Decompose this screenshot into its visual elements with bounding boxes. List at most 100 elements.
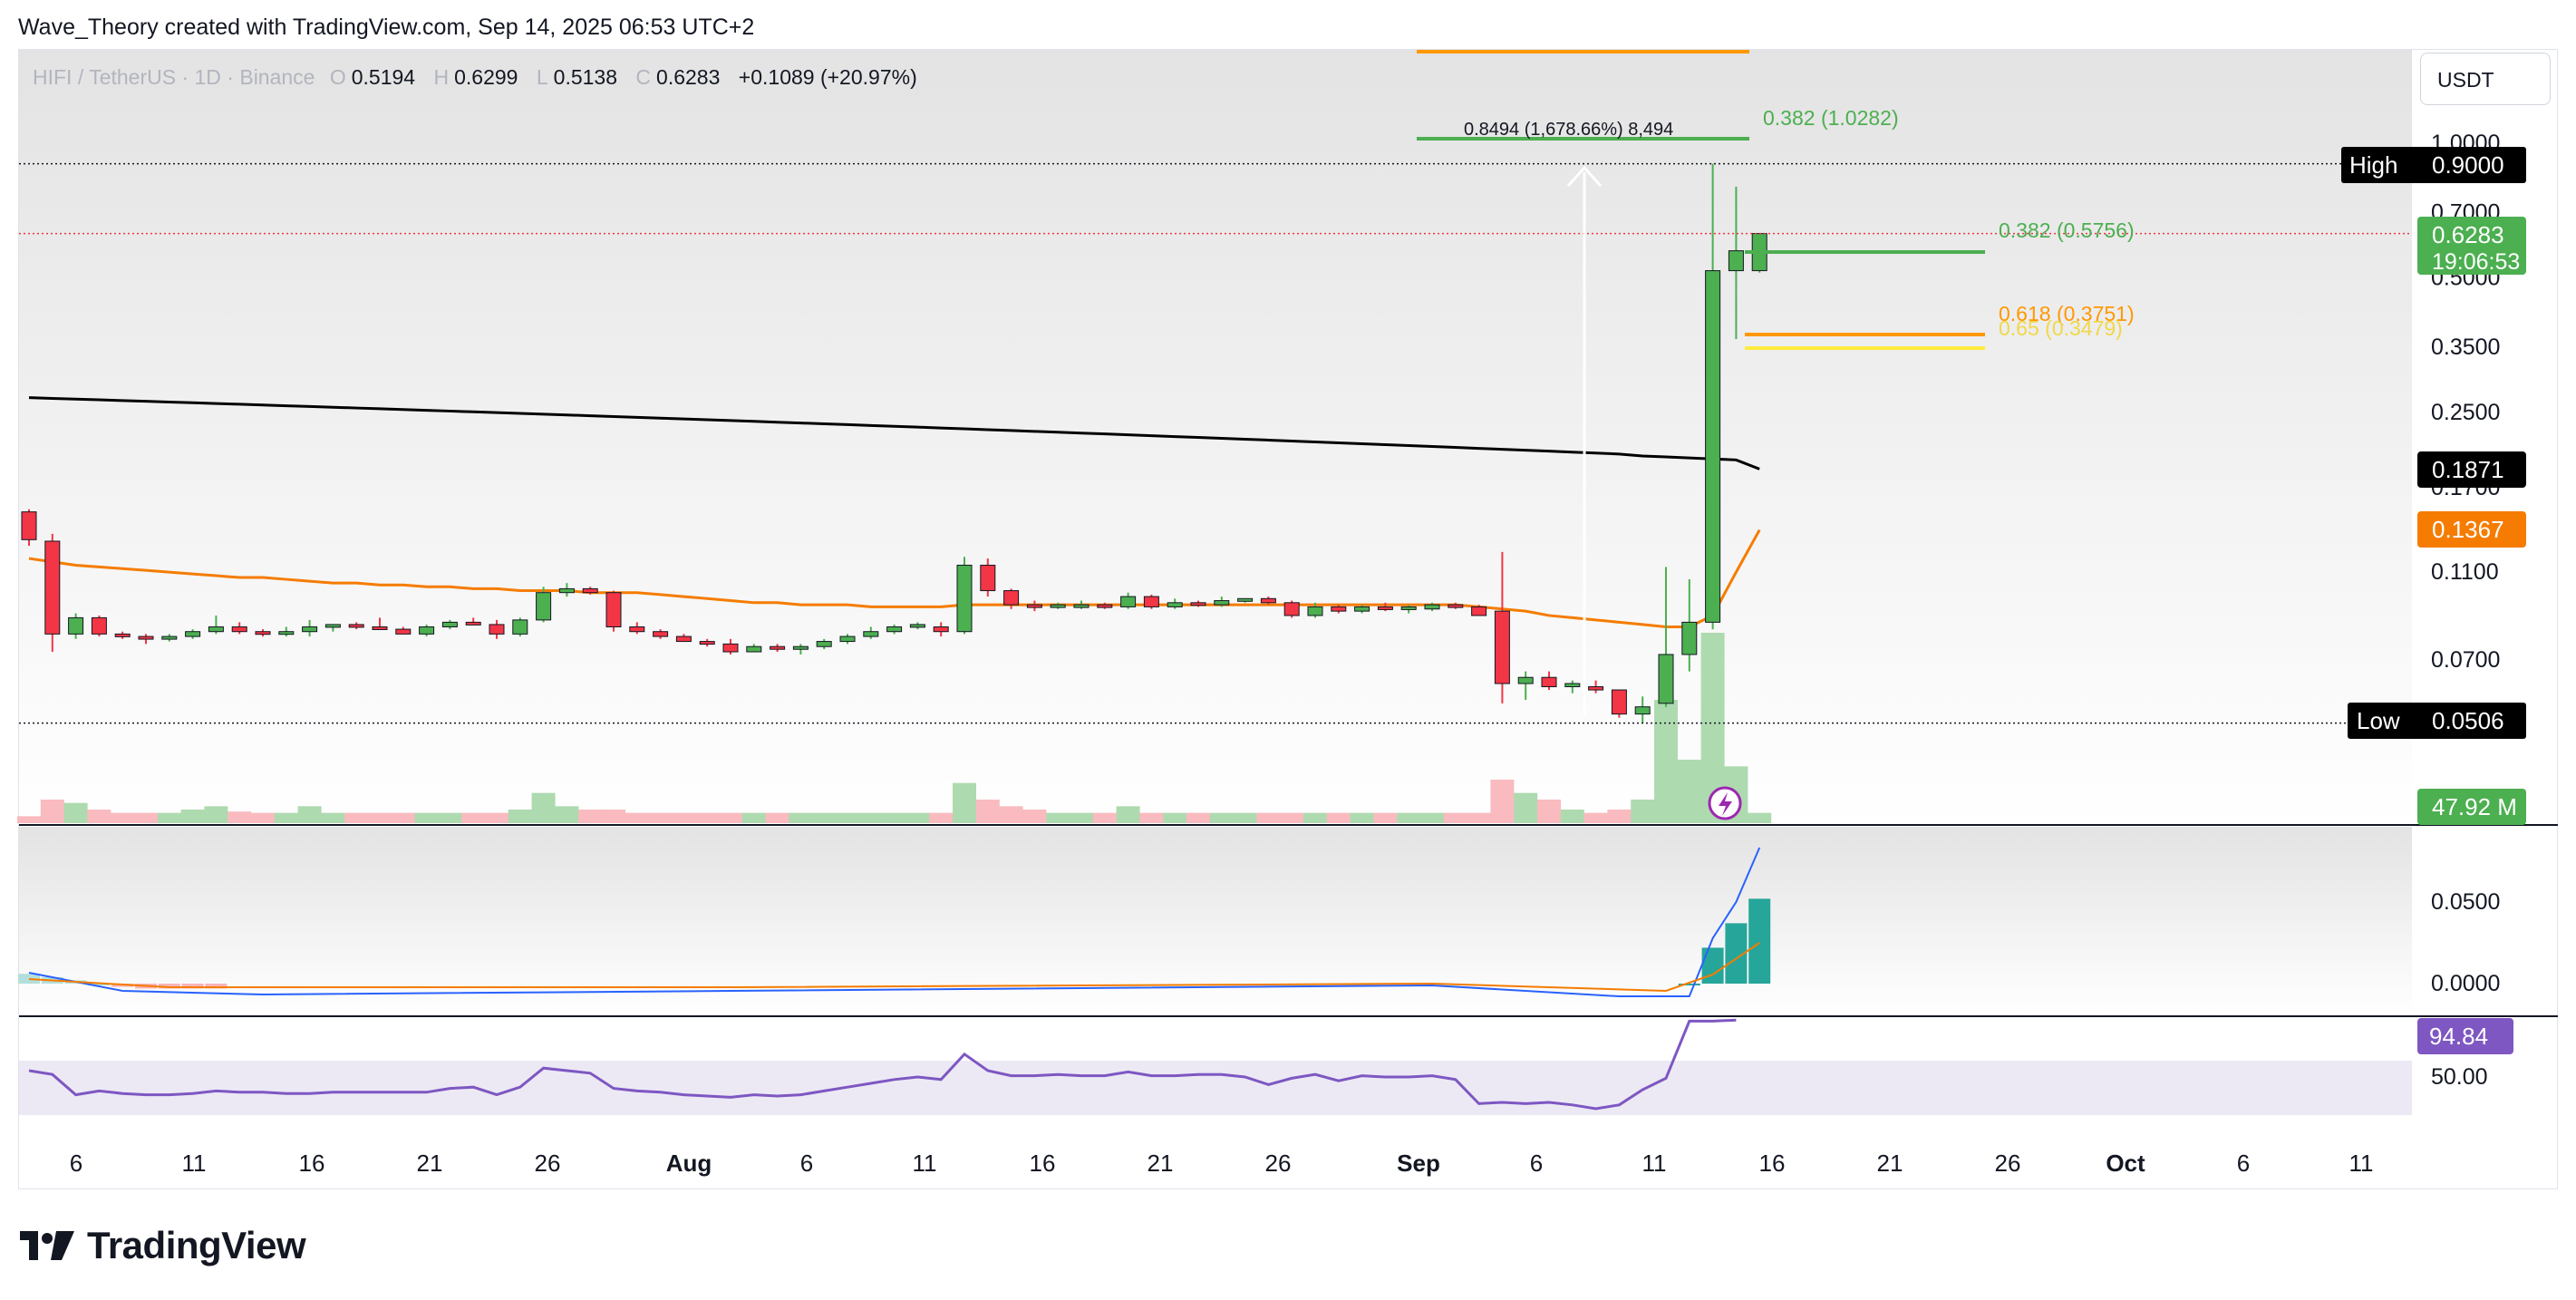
candle-body [675,635,692,643]
price-chart[interactable]: 0.0500 0.0000 50.00 94.84 0.8494 (1,678.66… [0,0,2576,1197]
volume-bar [858,812,883,823]
brand[interactable]: TradingView [18,1224,306,1267]
candle-body [395,628,412,635]
candle-body [419,626,435,635]
rsi-tick: 50.00 [2431,1064,2488,1090]
candle-body [1448,604,1464,608]
candle-body [138,635,154,640]
rsi-value-tag: 94.84 [2429,1023,2488,1050]
candle-body [512,619,528,635]
candle-body [909,624,925,628]
volume-bar [929,812,954,823]
macd-tick: 0.0500 [2431,889,2500,915]
volume-tag-bg [2417,789,2526,825]
volume-bar [17,816,41,823]
fib-label-0-3751: 0.618 (0.3751) [1999,302,2135,325]
time-tick: 6 [1530,1150,1543,1177]
volume-bar [321,812,345,823]
macd-signal-line [28,942,1760,993]
volume-bar [251,812,275,823]
candle-body [956,564,973,633]
volume-bar [1467,812,1491,823]
volume-bar [531,792,556,823]
candle-body [1190,602,1206,606]
candle-body [1728,250,1744,272]
ema-orange-tag-bg [2417,511,2526,548]
fib-label-1-0282: 0.382 (1.0282) [1763,106,1899,130]
volume-bar [695,812,720,823]
time-tick: 26 [1265,1150,1292,1177]
time-tick: 6 [800,1150,813,1177]
currency-button[interactable]: USDT [2420,53,2551,105]
volume-bar [391,812,415,823]
high-value: 0.6299 [454,65,518,89]
symbol-name[interactable]: HIFI / TetherUS · 1D · Binance [33,65,315,89]
volume-tag: 47.92 M [2432,793,2517,820]
candle-body [465,621,481,626]
last-price-tag-countdown: 19:06:53 [2432,249,2520,275]
candle-body [68,616,84,635]
volume-bar [1233,812,1257,823]
time-tick: 6 [2237,1150,2250,1177]
macd-hist-bar [158,984,180,989]
candle-body [1588,685,1604,691]
volume-bar [157,812,181,823]
candle-body [886,626,903,633]
volume-bar [461,812,486,823]
candle-body [1494,610,1510,684]
volume-bar [765,812,789,823]
high-tag-bg [2341,147,2526,183]
volume-bar [741,812,766,823]
candle-body [629,626,645,633]
price-tick: 0.0700 [2431,647,2500,673]
candle-body [816,641,832,647]
volume-bar [1092,812,1117,823]
candle-body [1167,602,1183,607]
volume-bar [1116,806,1140,823]
candle-body [722,643,739,653]
volume-bar [180,810,205,823]
volume-bar [134,812,158,823]
candle-body [44,540,61,635]
change-value: +0.1089 (+20.97%) [738,65,917,89]
time-tick: 11 [182,1150,207,1177]
candle-body [1377,606,1393,610]
rsi-value-tag-bg [2417,1018,2513,1054]
volume-bar [1326,812,1351,823]
candle-body [1214,600,1230,606]
candle-body [536,592,552,621]
candle-body [441,621,458,627]
candle-body [1541,676,1557,687]
volume-bar [40,800,64,823]
volume-bar [368,812,392,823]
volume-bar [1163,812,1187,823]
volume-bar [344,812,369,823]
candle-body [1681,621,1698,655]
macd-hist-bar [18,974,40,984]
volume-bar [1490,780,1515,823]
time-tick: Oct [2106,1150,2145,1177]
candle-body [605,592,622,627]
candle-body [255,631,271,635]
chart-frame [18,49,2558,1189]
candle-body [185,631,201,637]
candle-body [980,564,996,592]
volume-bar [1139,812,1164,823]
candle-body [933,626,949,633]
candle-body [324,624,341,628]
candle-body [746,645,762,653]
candle-body [1354,606,1370,612]
low-tag-bg [2348,703,2526,739]
volume-bar [1748,812,1772,823]
candle-body [114,633,131,637]
last-price-tag-bg [2417,217,2526,275]
candle-body [1003,590,1020,606]
volume-bar [63,802,88,823]
time-tick: Sep [1397,1150,1440,1177]
candle-body [1564,683,1581,687]
time-tick: 21 [1877,1150,1903,1177]
candle-body [372,626,388,630]
volume-bar [1280,812,1304,823]
volume-bar [1677,760,1701,823]
rsi-line [28,1018,1737,1111]
